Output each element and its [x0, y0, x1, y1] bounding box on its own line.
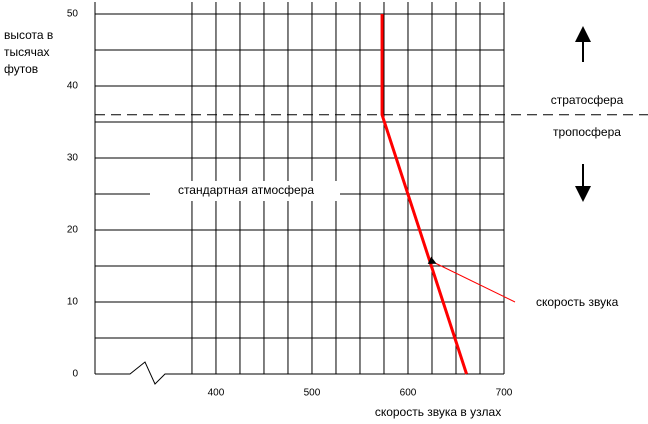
y-tick-label: 30	[67, 153, 79, 164]
y-tick-label: 10	[67, 297, 79, 308]
troposphere-label: тропосфера	[553, 125, 621, 139]
series-line	[380, 14, 468, 375]
label-background	[150, 181, 340, 201]
y-axis-label: тысячах	[4, 45, 50, 59]
series-label: скорость звука	[536, 295, 619, 309]
grid-line	[95, 361, 504, 385]
x-tick-label: 700	[496, 388, 513, 399]
y-tick-label: 0	[72, 369, 78, 380]
stratosphere-label: стратосфера	[551, 93, 624, 107]
y-axis-label: футов	[4, 62, 38, 76]
y-axis-label: высота в	[4, 28, 53, 42]
x-tick-label: 500	[304, 388, 321, 399]
y-tick-label: 20	[67, 225, 79, 236]
x-tick-label: 400	[208, 388, 225, 399]
leader-line	[427, 256, 516, 303]
grid-label: стандартная атмосфера	[178, 183, 314, 197]
y-tick-label: 40	[67, 81, 79, 92]
x-tick-label: 600	[400, 388, 417, 399]
x-axis-label: скорость звука в узлах	[375, 405, 501, 419]
y-tick-label: 50	[67, 9, 79, 20]
